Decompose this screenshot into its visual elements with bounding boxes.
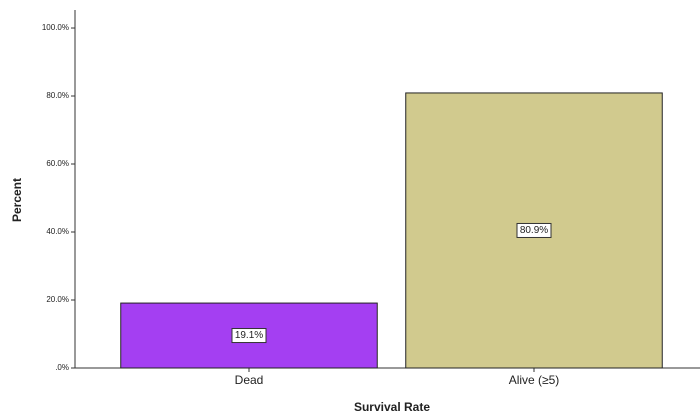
y-tick-label: 40.0% [46, 227, 69, 236]
y-tick-label: 80.0% [46, 91, 69, 100]
bar [120, 302, 378, 369]
y-tick-label: 20.0% [46, 295, 69, 304]
y-tick-label: .0% [55, 363, 69, 372]
value-label: 19.1% [235, 330, 263, 341]
y-tick-label: 60.0% [46, 159, 69, 168]
x-axis-title: Survival Rate [354, 400, 430, 414]
y-axis-title: Percent [10, 178, 24, 222]
x-tick-label: Dead [235, 373, 264, 387]
value-label-box [231, 328, 267, 344]
value-label-box [516, 222, 552, 238]
y-tick-label: 100.0% [42, 23, 69, 32]
x-tick-label: Alive (≥5) [509, 373, 560, 387]
value-label: 80.9% [520, 225, 548, 236]
